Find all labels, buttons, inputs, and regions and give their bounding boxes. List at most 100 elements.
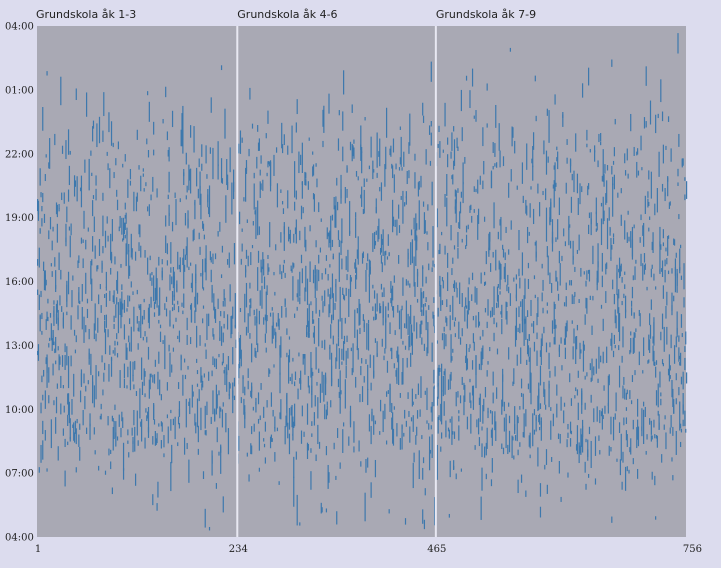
activity-mark-1466 <box>402 340 404 345</box>
activity-mark-0 <box>37 259 39 266</box>
activity-mark-1875 <box>499 219 501 226</box>
activity-mark-245 <box>101 355 103 363</box>
activity-mark-968 <box>281 144 284 154</box>
activity-mark-1720 <box>459 201 462 214</box>
activity-mark-1137 <box>323 105 325 133</box>
activity-mark-752 <box>223 370 225 374</box>
activity-mark-1664 <box>448 429 450 438</box>
activity-mark-592 <box>185 195 187 200</box>
activity-mark-1048 <box>301 142 303 173</box>
activity-mark-30 <box>43 270 46 291</box>
activity-mark-1038 <box>299 271 301 297</box>
activity-mark-2180 <box>578 299 580 303</box>
activity-mark-2072 <box>550 420 552 440</box>
activity-mark-1026 <box>296 99 298 115</box>
activity-mark-175 <box>80 369 83 387</box>
activity-mark-63 <box>51 271 53 277</box>
activity-mark-1738 <box>465 245 467 250</box>
activity-mark-2125 <box>564 347 566 359</box>
activity-mark-2428 <box>642 225 644 236</box>
activity-mark-11 <box>39 228 41 234</box>
activity-mark-1921 <box>512 381 514 387</box>
activity-mark-804 <box>239 361 241 369</box>
activity-mark-1029 <box>296 494 298 526</box>
activity-mark-2253 <box>597 378 599 383</box>
activity-mark-1477 <box>405 420 407 427</box>
activity-mark-333 <box>122 163 124 168</box>
activity-mark-1847 <box>491 307 493 317</box>
activity-mark-996 <box>288 336 291 340</box>
activity-mark-1199 <box>337 378 340 388</box>
activity-mark-458 <box>151 277 153 286</box>
activity-mark-2600 <box>682 419 684 427</box>
activity-mark-705 <box>212 147 214 180</box>
activity-mark-556 <box>177 335 179 340</box>
activity-mark-2279 <box>603 174 605 187</box>
activity-mark-539 <box>171 307 174 312</box>
activity-mark-2094 <box>555 270 557 282</box>
activity-mark-2468 <box>651 264 653 269</box>
activity-mark-1433 <box>394 219 396 227</box>
activity-mark-2054 <box>545 449 548 465</box>
activity-mark-772 <box>229 147 231 173</box>
activity-mark-296 <box>113 290 115 304</box>
activity-mark-682 <box>206 174 208 179</box>
activity-mark-1254 <box>350 277 352 282</box>
activity-mark-1736 <box>464 306 466 322</box>
activity-mark-2569 <box>676 311 678 334</box>
activity-mark-1376 <box>381 238 383 245</box>
activity-mark-2562 <box>674 266 677 293</box>
activity-mark-2446 <box>647 360 649 364</box>
activity-mark-1653 <box>446 317 448 327</box>
activity-mark-1262 <box>353 147 355 159</box>
activity-mark-2485 <box>655 435 658 439</box>
activity-mark-502 <box>163 435 165 448</box>
activity-mark-1519 <box>416 235 418 251</box>
activity-mark-1764 <box>471 360 474 370</box>
activity-mark-1589 <box>431 181 433 206</box>
activity-mark-1456 <box>400 195 402 200</box>
activity-mark-1145 <box>324 372 327 385</box>
activity-mark-1858 <box>494 415 496 431</box>
activity-mark-1313 <box>366 262 368 270</box>
activity-mark-2188 <box>580 349 582 354</box>
activity-mark-381 <box>132 291 134 295</box>
activity-mark-1783 <box>476 419 478 428</box>
activity-mark-994 <box>288 407 291 430</box>
activity-mark-675 <box>204 430 206 435</box>
activity-mark-2431 <box>643 401 645 407</box>
activity-mark-2035 <box>540 417 542 441</box>
activity-mark-1082 <box>310 301 312 306</box>
activity-mark-778 <box>231 325 233 329</box>
activity-mark-2549 <box>671 457 673 462</box>
activity-mark-1265 <box>354 262 356 269</box>
activity-mark-1713 <box>458 222 460 229</box>
activity-mark-979 <box>284 299 286 307</box>
activity-mark-1752 <box>468 277 470 285</box>
activity-mark-740 <box>221 178 224 184</box>
activity-mark-1523 <box>416 298 419 303</box>
activity-mark-3 <box>37 199 39 212</box>
activity-mark-2058 <box>546 310 548 314</box>
activity-mark-527 <box>169 319 171 327</box>
activity-mark-221 <box>93 216 95 232</box>
activity-mark-1996 <box>532 165 534 181</box>
activity-mark-444 <box>147 346 150 360</box>
activity-mark-413 <box>140 421 142 427</box>
activity-mark-1439 <box>396 219 398 236</box>
activity-mark-1430 <box>393 275 395 283</box>
activity-mark-1331 <box>370 136 372 158</box>
activity-mark-2594 <box>680 314 683 328</box>
activity-mark-1753 <box>468 300 470 311</box>
activity-mark-301 <box>114 347 116 356</box>
activity-mark-719 <box>216 394 218 409</box>
activity-mark-400 <box>137 440 139 446</box>
activity-mark-1002 <box>291 269 293 273</box>
activity-mark-1833 <box>488 247 490 254</box>
activity-mark-658 <box>201 144 203 157</box>
activity-mark-73 <box>53 341 55 346</box>
activity-mark-751 <box>223 289 225 295</box>
activity-mark-2177 <box>577 402 579 421</box>
activity-mark-2166 <box>575 336 577 365</box>
activity-mark-1475 <box>405 300 407 329</box>
